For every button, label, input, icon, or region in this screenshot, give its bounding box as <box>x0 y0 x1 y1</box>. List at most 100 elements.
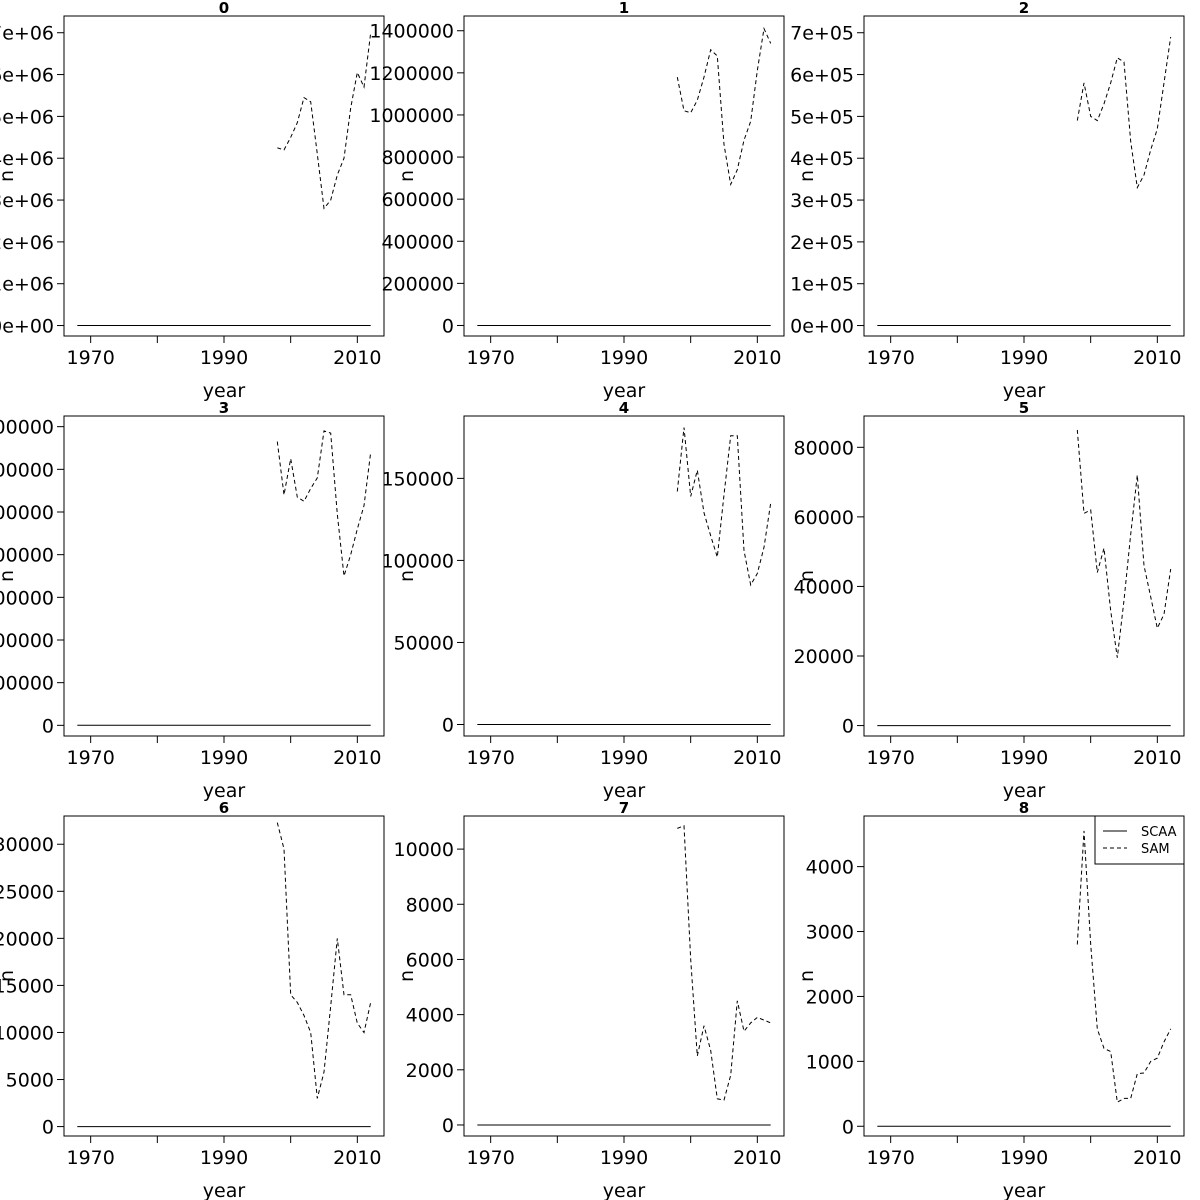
y-tick-label: 0 <box>442 715 454 737</box>
y-tick-label: 0 <box>42 715 54 737</box>
y-axis-label: n <box>0 570 18 582</box>
y-tick-label: 1000000 <box>369 105 454 127</box>
y-tick-label: 7e+05 <box>790 23 854 45</box>
series-line-sam <box>677 824 771 1101</box>
x-tick-label: 2010 <box>333 1147 381 1169</box>
y-tick-label: 800000 <box>381 147 454 169</box>
y-tick-label: 0e+00 <box>0 316 54 338</box>
y-tick-label: 4e+06 <box>0 148 54 170</box>
panel-title: 3 <box>219 399 229 417</box>
panel-title: 0 <box>219 0 229 17</box>
y-tick-label: 0 <box>842 716 854 738</box>
y-tick-label: 0 <box>442 1115 454 1137</box>
panel-title: 8 <box>1019 799 1029 817</box>
y-tick-label: 5000 <box>6 1070 54 1092</box>
x-axis-label: year <box>603 380 646 402</box>
y-tick-label: 30000 <box>0 834 54 856</box>
y-axis-label: n <box>396 170 418 182</box>
x-tick-label: 1970 <box>66 1147 114 1169</box>
x-tick-label: 2010 <box>333 747 381 769</box>
series-line-sam <box>1076 429 1172 658</box>
panel-4: 4 1970 1990 2010 0 50000 100000 150000 year n <box>381 399 785 802</box>
panel-title: 1 <box>619 0 629 17</box>
y-tick-label: 4000 <box>406 1005 454 1027</box>
y-tick-label: 200000 <box>381 273 454 295</box>
x-tick-label: 1990 <box>1000 1147 1048 1169</box>
y-tick-label: 25000 <box>0 881 54 903</box>
series-line-sam <box>276 430 372 577</box>
x-tick-label: 1970 <box>466 747 514 769</box>
y-tick-label: 600000 <box>0 459 54 481</box>
x-axis-label: year <box>603 1180 646 1200</box>
y-tick-label: 400000 <box>0 545 54 567</box>
y-tick-label: 600000 <box>381 189 454 211</box>
x-tick-label: 2010 <box>1133 1147 1181 1169</box>
panel-3: 3 1970 1990 2010 0 100000 200000 300000 400000 50… <box>0 399 385 802</box>
panel-title: 5 <box>1019 399 1029 417</box>
x-tick-label: 1990 <box>200 747 248 769</box>
y-tick-label: 3e+06 <box>0 190 54 212</box>
x-axis-label: year <box>203 1180 246 1200</box>
x-tick-label: 1970 <box>66 347 114 369</box>
x-tick-label: 2010 <box>1133 347 1181 369</box>
x-axis-label: year <box>1003 380 1046 402</box>
x-tick-label: 1990 <box>1000 747 1048 769</box>
x-tick-label: 1990 <box>1000 347 1048 369</box>
x-tick-label: 1990 <box>200 1147 248 1169</box>
plot-frame <box>463 415 785 737</box>
panel-title: 7 <box>619 799 629 817</box>
x-tick-label: 2010 <box>733 747 781 769</box>
series-line-sam <box>676 26 772 187</box>
y-tick-label: 60000 <box>794 507 854 529</box>
y-tick-label: 3e+05 <box>790 190 854 212</box>
y-tick-label: 6e+05 <box>790 65 854 87</box>
y-tick-label: 4000 <box>806 857 854 879</box>
plot-frame <box>463 15 785 337</box>
x-tick-label: 1970 <box>66 747 114 769</box>
x-tick-label: 2010 <box>733 347 781 369</box>
x-tick-label: 1970 <box>866 1147 914 1169</box>
panel-title: 6 <box>219 799 229 817</box>
x-tick-label: 2010 <box>333 347 381 369</box>
y-tick-label: 0 <box>842 1116 854 1138</box>
y-tick-label: 1400000 <box>369 21 454 43</box>
plot-frame <box>863 415 1185 737</box>
x-axis-label: year <box>1003 780 1046 802</box>
y-tick-label: 3000 <box>806 922 854 944</box>
y-axis-label: n <box>796 570 818 582</box>
y-tick-label: 300000 <box>0 587 54 609</box>
y-tick-label: 20000 <box>794 646 854 668</box>
x-tick-label: 1990 <box>200 347 248 369</box>
x-axis-label: year <box>203 380 246 402</box>
panel-title: 2 <box>1019 0 1029 17</box>
y-tick-label: 1e+06 <box>0 274 54 296</box>
x-tick-label: 2010 <box>1133 747 1181 769</box>
y-tick-label: 2e+05 <box>790 232 854 254</box>
legend-label-sam: SAM <box>1141 842 1170 857</box>
x-tick-label: 1990 <box>600 347 648 369</box>
y-tick-label: 2000 <box>806 986 854 1008</box>
x-tick-label: 1970 <box>866 747 914 769</box>
y-tick-label: 6000 <box>406 949 454 971</box>
y-axis-label: n <box>396 570 418 582</box>
y-axis-label: n <box>796 970 818 982</box>
panel-0: 0 1970 1990 2010 0e+00 1e+06 2e+06 3e+06 4e+06 5e… <box>0 0 385 402</box>
y-tick-label: 0 <box>42 1117 54 1139</box>
y-tick-label: 8000 <box>406 894 454 916</box>
series-line-sam <box>1076 36 1172 190</box>
x-axis-label: year <box>203 780 246 802</box>
y-tick-label: 2e+06 <box>0 232 54 254</box>
y-tick-label: 1e+05 <box>790 274 854 296</box>
x-tick-label: 1970 <box>466 347 514 369</box>
legend-label-scaa: SCAA <box>1141 825 1177 840</box>
x-axis-label: year <box>603 780 646 802</box>
y-tick-label: 0e+00 <box>790 316 854 338</box>
panel-5: 5 1970 1990 2010 0 20000 40000 60000 80000 year n <box>794 399 1185 802</box>
x-tick-label: 1990 <box>600 747 648 769</box>
legend: SCAA SAM <box>1094 815 1185 865</box>
x-tick-label: 2010 <box>733 1147 781 1169</box>
y-tick-label: 50000 <box>394 632 454 654</box>
plot-frame <box>63 415 385 737</box>
